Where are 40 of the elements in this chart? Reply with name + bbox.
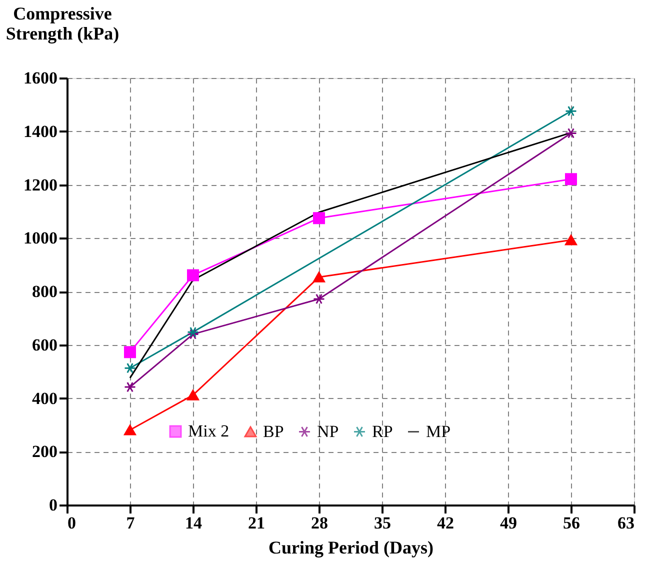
y-tick-label: 1200 (24, 175, 58, 194)
point (124, 424, 136, 436)
x-tick-label: 49 (500, 514, 517, 532)
point (124, 362, 136, 374)
point (565, 128, 577, 139)
x-tick-label: 0 (68, 514, 76, 532)
x-tick-label: 21 (248, 514, 265, 532)
legend-label: NP (317, 422, 339, 441)
point (187, 390, 199, 400)
y-tick-label: 0 (49, 496, 58, 514)
legend-label: Mix 2 (188, 422, 230, 441)
x-tick-label: 56 (563, 514, 580, 532)
y-tick-label: 400 (32, 388, 58, 408)
x-tick-label: 63 (618, 514, 634, 532)
y-tick-label: 1400 (24, 122, 58, 141)
point (313, 212, 325, 224)
point (124, 382, 136, 392)
legend-label: RP (372, 422, 393, 441)
x-tick-label: 14 (185, 514, 202, 532)
point (187, 269, 199, 282)
x-tick-label: 42 (437, 514, 454, 532)
point (565, 106, 577, 116)
point (565, 234, 577, 246)
y-axis-title: Compressive Strength (kPa) (6, 4, 120, 44)
point (187, 328, 199, 340)
x-tick-label: 28 (311, 514, 328, 532)
y-tick-label: 1000 (24, 228, 58, 248)
y-tick-label: 600 (32, 335, 58, 354)
point (313, 294, 325, 304)
x-tick-label: 7 (126, 514, 136, 532)
legend-label: MP (426, 422, 451, 441)
point (124, 346, 136, 358)
point (565, 173, 577, 186)
y-tick-label: 200 (32, 442, 58, 462)
legend-label: BP (263, 422, 284, 441)
y-tick-label: 1600 (24, 68, 58, 88)
point (313, 272, 325, 282)
x-axis-title: Curing Period (Days) (268, 538, 434, 558)
y-tick-label: 800 (32, 282, 58, 301)
x-tick-label: 35 (374, 514, 391, 532)
